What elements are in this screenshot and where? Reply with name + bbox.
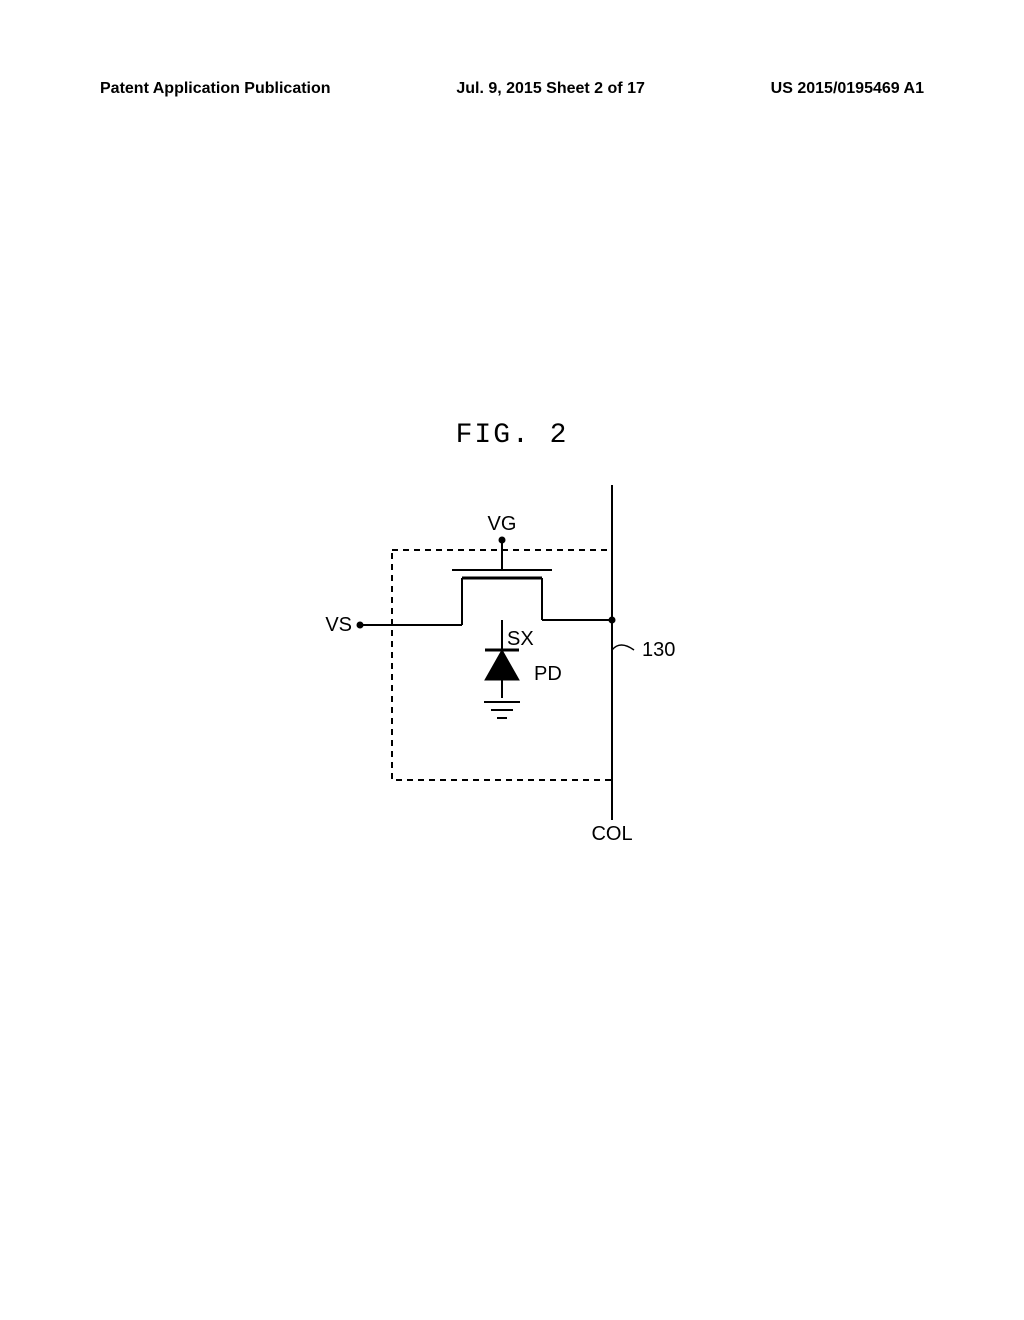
svg-text:130: 130 bbox=[642, 639, 675, 661]
svg-text:VG: VG bbox=[488, 513, 517, 535]
page-header: Patent Application Publication Jul. 9, 2… bbox=[0, 80, 1024, 98]
header-center: Jul. 9, 2015 Sheet 2 of 17 bbox=[456, 80, 645, 98]
header-left: Patent Application Publication bbox=[100, 80, 331, 98]
svg-text:COL: COL bbox=[591, 823, 632, 845]
circuit-svg: VG VS SXPD 130 COL bbox=[312, 470, 712, 850]
svg-text:SX: SX bbox=[507, 628, 534, 650]
svg-text:VS: VS bbox=[325, 614, 352, 636]
svg-text:PD: PD bbox=[534, 663, 562, 685]
circuit-diagram: VG VS SXPD 130 COL bbox=[312, 470, 712, 850]
header-right: US 2015/0195469 A1 bbox=[771, 80, 924, 98]
figure-title: FIG. 2 bbox=[456, 420, 569, 451]
